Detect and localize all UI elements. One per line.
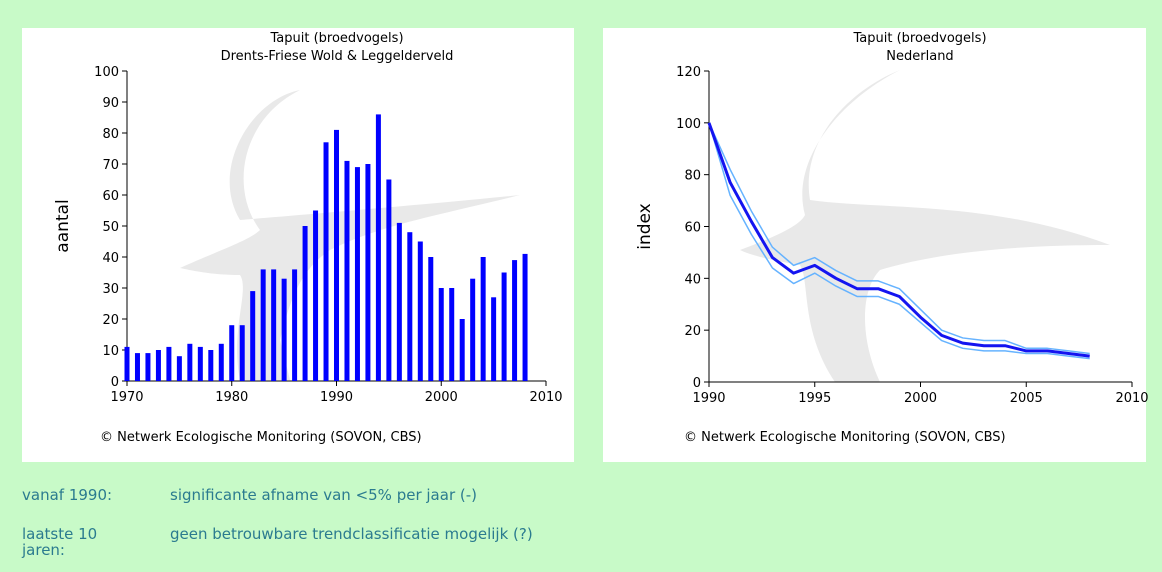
- bar: [250, 291, 255, 381]
- trend-label-text: laatste 10 jaren:: [22, 526, 132, 558]
- bar: [376, 114, 381, 381]
- x-tick-label: 2000: [904, 391, 937, 406]
- x-tick-label: 1980: [215, 390, 248, 405]
- bar: [292, 269, 297, 381]
- trend-label: vanaf 1990:: [22, 487, 170, 503]
- bar: [145, 353, 150, 381]
- bar: [261, 269, 266, 381]
- trend-text: geen betrouwbare trendclassificatie moge…: [170, 526, 580, 558]
- bar: [365, 164, 370, 381]
- y-tick-label: 20: [102, 313, 119, 328]
- bar: [271, 269, 276, 381]
- bar: [229, 325, 234, 381]
- bar: [187, 344, 192, 381]
- chart-title: Tapuit (broedvogels): [852, 31, 986, 46]
- charts: Tapuit (broedvogels) Drents-Friese Wold &…: [0, 0, 1162, 470]
- y-tick-label: 60: [102, 189, 119, 204]
- trend-text: significante afname van <5% per jaar (-): [170, 487, 580, 503]
- x-tick-label: 1995: [798, 391, 831, 406]
- bar: [125, 347, 130, 381]
- x-tick-label: 2005: [1010, 391, 1043, 406]
- x-tick-label: 1990: [320, 390, 353, 405]
- y-tick-label: 80: [684, 169, 701, 184]
- y-axis-label: aantal: [53, 199, 73, 252]
- y-tick-label: 40: [684, 272, 701, 287]
- bar: [156, 350, 161, 381]
- y-tick-label: 100: [676, 117, 701, 132]
- y-tick-label: 100: [94, 65, 119, 80]
- bar: [355, 167, 360, 381]
- bar: [313, 211, 318, 382]
- y-tick-label: 40: [102, 251, 119, 266]
- bar: [198, 347, 203, 381]
- x-tick-label: 1990: [692, 391, 725, 406]
- y-tick-label: 20: [684, 324, 701, 339]
- bar: [219, 344, 224, 381]
- bar: [502, 273, 507, 382]
- bar: [470, 279, 475, 381]
- chart-subtitle: Nederland: [886, 49, 953, 64]
- y-tick-label: 90: [102, 96, 119, 111]
- copyright: © Netwerk Ecologische Monitoring (SOVON,…: [684, 430, 1006, 445]
- trend-row: laatste 10 jaren: geen betrouwbare trend…: [22, 526, 580, 558]
- y-tick-label: 80: [102, 127, 119, 142]
- bar: [344, 161, 349, 381]
- bar: [282, 279, 287, 381]
- chart-title: Tapuit (broedvogels): [269, 31, 403, 46]
- bar: [512, 260, 517, 381]
- trend-label-text: vanaf 1990:: [22, 487, 132, 503]
- bar: [324, 142, 329, 381]
- chart-subtitle: Drents-Friese Wold & Leggelderveld: [221, 49, 454, 64]
- y-axis-label: index: [635, 203, 655, 250]
- x-tick-label: 1970: [110, 390, 143, 405]
- y-tick-label: 120: [676, 65, 701, 80]
- bar: [449, 288, 454, 381]
- copyright: © Netwerk Ecologische Monitoring (SOVON,…: [100, 430, 422, 445]
- y-tick-label: 0: [111, 375, 119, 390]
- bar: [418, 242, 423, 382]
- page: Tapuit (broedvogels) Drents-Friese Wold &…: [0, 0, 1162, 572]
- y-tick-label: 30: [102, 282, 119, 297]
- x-tick-label: 2010: [529, 390, 562, 405]
- bar: [523, 254, 528, 381]
- y-tick-label: 50: [102, 220, 119, 235]
- bar: [386, 180, 391, 382]
- bar: [407, 232, 412, 381]
- bar: [303, 226, 308, 381]
- x-tick-label: 2010: [1115, 391, 1148, 406]
- bar: [177, 356, 182, 381]
- bar: [208, 350, 213, 381]
- trend-label: laatste 10 jaren:: [22, 526, 170, 558]
- y-tick-label: 0: [693, 376, 701, 391]
- bar: [481, 257, 486, 381]
- bar: [439, 288, 444, 381]
- bar: [460, 319, 465, 381]
- bar: [135, 353, 140, 381]
- bar: [240, 325, 245, 381]
- trend-row: vanaf 1990: significante afname van <5% …: [22, 487, 580, 503]
- y-tick-label: 70: [102, 158, 119, 173]
- bar: [397, 223, 402, 381]
- bar: [166, 347, 171, 381]
- bar: [428, 257, 433, 381]
- bar: [491, 297, 496, 381]
- y-tick-label: 10: [102, 344, 119, 359]
- y-tick-label: 60: [684, 221, 701, 236]
- x-tick-label: 2000: [425, 390, 458, 405]
- bar: [334, 130, 339, 381]
